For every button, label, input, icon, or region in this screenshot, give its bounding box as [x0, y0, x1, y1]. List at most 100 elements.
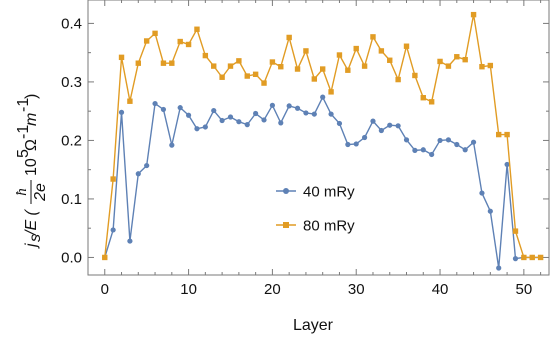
- legend-label-80mry: 80 mRy: [303, 218, 355, 235]
- data-point: [269, 59, 276, 65]
- data-point: [294, 105, 301, 111]
- x-tick-label: 10: [180, 281, 197, 298]
- y-tick-label: 0.2: [61, 132, 82, 149]
- data-point: [320, 94, 326, 100]
- data-point: [387, 57, 393, 63]
- data-point: [253, 110, 259, 117]
- y-title-frac-den: 2e: [32, 183, 49, 202]
- data-point: [160, 106, 167, 113]
- data-point: [110, 227, 116, 233]
- data-point: [127, 238, 133, 244]
- data-point: [311, 111, 317, 117]
- x-axis-title: Layer: [293, 317, 334, 334]
- data-point: [479, 64, 485, 70]
- data-point: [211, 107, 217, 114]
- data-point: [412, 147, 418, 153]
- data-point: [336, 52, 343, 58]
- data-point: [445, 137, 452, 143]
- data-point: [294, 66, 301, 72]
- data-point: [227, 114, 234, 120]
- data-point: [336, 120, 343, 127]
- plot-frame: [87, 0, 550, 276]
- data-point: [252, 71, 259, 78]
- data-point: [152, 30, 158, 37]
- data-point: [504, 131, 510, 138]
- data-point: [395, 123, 401, 129]
- data-point: [395, 76, 401, 83]
- data-point: [403, 137, 410, 143]
- legend-marker-40mry: [283, 188, 289, 194]
- data-point: [529, 254, 535, 261]
- data-point: [185, 41, 192, 48]
- y-title-m-exp: -1: [15, 98, 32, 112]
- data-point: [185, 112, 192, 118]
- data-point: [135, 171, 141, 177]
- data-point: [152, 100, 158, 107]
- y-tick-label: 0.3: [61, 74, 82, 91]
- legend-marker-80mry: [283, 222, 289, 228]
- data-point: [135, 60, 141, 66]
- y-title-j-sub: s: [27, 234, 44, 242]
- data-point: [454, 141, 460, 148]
- data-point: [328, 111, 334, 117]
- data-point: [143, 38, 150, 44]
- data-point: [269, 102, 275, 108]
- data-point: [420, 147, 426, 153]
- data-point: [378, 127, 384, 134]
- data-point: [144, 162, 150, 169]
- x-axis: 0 10 20 30 40 50: [101, 0, 542, 298]
- data-point: [219, 117, 225, 124]
- y-title-ten-exp: 5: [15, 149, 32, 158]
- x-tick-label: 50: [516, 281, 533, 298]
- data-point: [362, 134, 368, 141]
- data-point: [345, 141, 351, 148]
- data-point: [319, 66, 326, 72]
- x-tick-label: 30: [348, 281, 365, 298]
- y-axis-title: j s /E ( ħ 2e 10 5 Ω -1 m -1 ): [14, 94, 49, 249]
- data-point: [160, 60, 167, 66]
- series-layer: [102, 11, 544, 271]
- data-point: [278, 120, 284, 126]
- data-point: [244, 73, 250, 79]
- legend: 40 mRy 80 mRy: [276, 184, 355, 235]
- data-point: [127, 98, 133, 104]
- data-point: [512, 256, 519, 262]
- data-point: [361, 63, 368, 69]
- data-point: [353, 141, 359, 147]
- x-tick-label: 40: [432, 281, 449, 298]
- data-point: [512, 228, 519, 234]
- data-point: [303, 48, 309, 54]
- data-point: [387, 122, 393, 128]
- x-tick-label: 20: [264, 281, 281, 298]
- y-title-ten: 10: [23, 158, 40, 176]
- data-point: [462, 147, 468, 153]
- y-title-ohm-exp: -1: [15, 125, 32, 139]
- data-point: [261, 80, 267, 86]
- data-point: [345, 67, 351, 73]
- data-point: [504, 161, 510, 168]
- data-point: [496, 265, 502, 271]
- y-tick-label: 0.1: [61, 191, 82, 208]
- data-point: [194, 126, 200, 132]
- data-point: [412, 72, 418, 79]
- data-point: [244, 122, 250, 128]
- data-point: [169, 60, 175, 66]
- legend-item-80mry: 80 mRy: [276, 218, 355, 235]
- data-point: [353, 45, 359, 52]
- data-point: [202, 124, 208, 130]
- data-point: [261, 117, 267, 123]
- legend-label-40mry: 40 mRy: [303, 184, 355, 201]
- data-point: [236, 119, 242, 125]
- data-point: [496, 131, 502, 138]
- data-point: [454, 54, 460, 60]
- data-point: [328, 89, 334, 95]
- data-point: [194, 26, 200, 32]
- data-point: [445, 63, 452, 69]
- data-point: [227, 63, 234, 69]
- data-point: [236, 58, 242, 64]
- data-point: [487, 208, 493, 214]
- data-point: [428, 99, 435, 105]
- data-point: [403, 43, 410, 49]
- data-point: [102, 254, 108, 261]
